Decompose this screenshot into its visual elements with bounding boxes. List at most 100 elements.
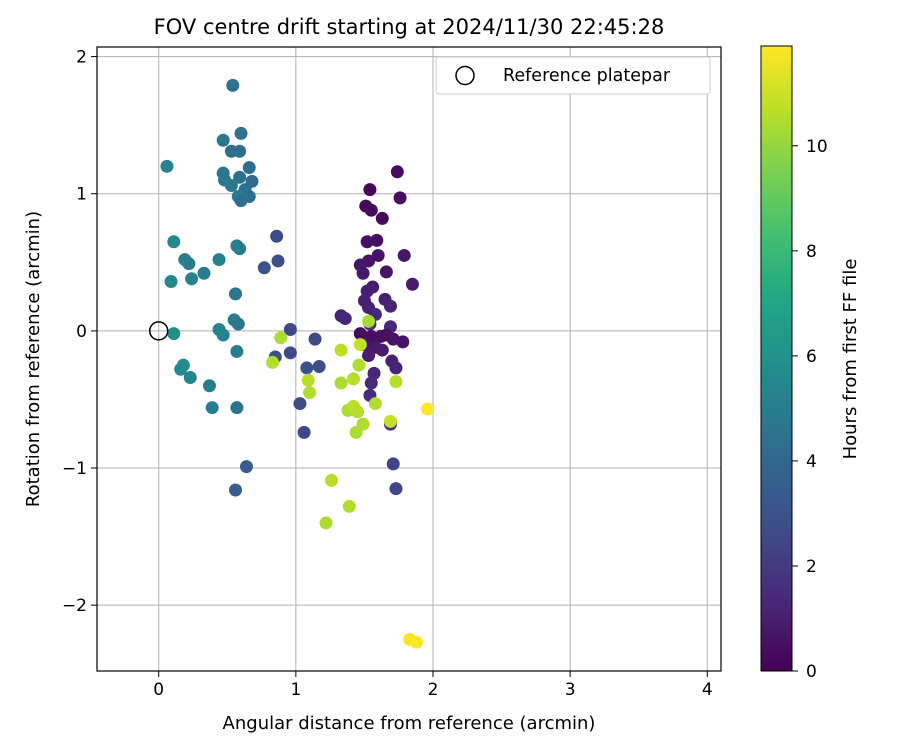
scatter-point bbox=[389, 375, 403, 389]
scatter-point bbox=[375, 211, 389, 225]
scatter-point bbox=[231, 317, 245, 331]
colorbar bbox=[760, 45, 793, 672]
colorbar-label: Hours from first FF file bbox=[840, 259, 861, 460]
scatter-point bbox=[242, 161, 256, 175]
scatter-point bbox=[356, 266, 370, 280]
scatter-point bbox=[233, 170, 247, 184]
scatter-point bbox=[212, 253, 226, 267]
scatter-point bbox=[371, 248, 385, 262]
scatter-point bbox=[353, 327, 367, 341]
scatter-point bbox=[342, 499, 356, 513]
scatter-point bbox=[167, 327, 181, 341]
y-axis-label: Rotation from reference (arcmin) bbox=[23, 211, 44, 507]
scatter-point bbox=[379, 265, 393, 279]
scatter-point bbox=[197, 266, 211, 280]
y-tick-label: 0 bbox=[76, 322, 87, 342]
scatter-point bbox=[389, 361, 403, 375]
scatter-point bbox=[283, 346, 297, 360]
scatter-point bbox=[216, 328, 230, 342]
colorbar-tick-label: 4 bbox=[806, 452, 817, 472]
legend: Reference platepar bbox=[435, 56, 711, 95]
scatter-point bbox=[410, 635, 424, 649]
scatter-point bbox=[386, 457, 400, 471]
scatter-point bbox=[368, 397, 382, 411]
scatter-point bbox=[352, 358, 366, 372]
chart-title: FOV centre drift starting at 2024/11/30 … bbox=[154, 15, 665, 39]
scatter-point bbox=[308, 332, 322, 346]
scatter-point bbox=[216, 133, 230, 147]
scatter-point bbox=[205, 401, 219, 415]
grid-layer bbox=[97, 47, 721, 671]
scatter-point bbox=[164, 275, 178, 289]
scatter-point bbox=[396, 335, 410, 349]
y-tick-label: 1 bbox=[76, 185, 87, 205]
legend-marker-icon bbox=[455, 65, 475, 86]
scatter-point bbox=[421, 402, 435, 416]
x-tick-label: 0 bbox=[153, 680, 164, 700]
scatter-point bbox=[183, 371, 197, 385]
reference-platepar-marker bbox=[148, 321, 169, 341]
scatter-point bbox=[257, 261, 271, 275]
scatter-point bbox=[349, 425, 363, 439]
scatter-point bbox=[390, 165, 404, 179]
y-tick-label: −1 bbox=[62, 459, 87, 479]
scatter-point bbox=[363, 183, 377, 197]
plot-area-frame bbox=[96, 46, 722, 672]
scatter-point bbox=[362, 314, 376, 328]
scatter-point bbox=[360, 235, 374, 249]
scatter-point bbox=[234, 194, 248, 208]
scatter-point bbox=[167, 235, 181, 249]
scatter-point bbox=[234, 126, 248, 140]
scatter-point bbox=[224, 179, 238, 193]
scatter-point bbox=[229, 287, 243, 301]
scatter-point bbox=[270, 229, 284, 243]
scatter-point bbox=[383, 299, 397, 313]
x-tick-label: 4 bbox=[702, 680, 713, 700]
scatter-point bbox=[233, 144, 247, 158]
scatter-point bbox=[353, 338, 367, 352]
scatter-point bbox=[233, 242, 247, 256]
scatter-point bbox=[274, 331, 288, 345]
scatter-point bbox=[334, 343, 348, 357]
scatter-point bbox=[293, 397, 307, 411]
scatter-point bbox=[271, 254, 285, 268]
scatter-point bbox=[393, 191, 407, 205]
colorbar-tick-label: 2 bbox=[806, 557, 817, 577]
scatter-point bbox=[346, 372, 360, 386]
scatter-point bbox=[389, 482, 403, 496]
scatter-point bbox=[364, 376, 378, 390]
scatter-point bbox=[325, 473, 339, 487]
scatter-point bbox=[375, 343, 389, 357]
colorbar-tick-label: 0 bbox=[806, 662, 817, 682]
scatter-point bbox=[202, 379, 216, 393]
scatter-point bbox=[297, 425, 311, 439]
colorbar-ticks: 0 2 4 6 8 10 bbox=[792, 137, 828, 682]
scatter-point bbox=[230, 401, 244, 415]
scatter-point bbox=[185, 272, 199, 286]
scatter-point bbox=[364, 203, 378, 217]
scatter-point bbox=[229, 483, 243, 497]
scatter-point bbox=[351, 405, 365, 419]
x-tick-label: 2 bbox=[428, 680, 439, 700]
x-tick-label: 1 bbox=[290, 680, 301, 700]
scatter-point bbox=[338, 312, 352, 326]
scatter-point bbox=[174, 362, 188, 376]
scatter-point bbox=[239, 460, 253, 474]
scatter-point bbox=[300, 361, 314, 375]
scatter-point bbox=[283, 323, 297, 337]
scatter-point bbox=[266, 355, 280, 369]
x-tick-label: 3 bbox=[565, 680, 576, 700]
y-tick-label: −2 bbox=[62, 596, 87, 616]
scatter-point bbox=[303, 386, 317, 400]
scatter-point bbox=[397, 248, 411, 262]
y-tick-label: 2 bbox=[76, 48, 87, 68]
points-layer bbox=[160, 78, 435, 649]
scatter-point bbox=[383, 414, 397, 428]
scatter-point bbox=[319, 516, 333, 530]
x-axis-label: Angular distance from reference (arcmin) bbox=[223, 713, 596, 734]
ticks-layer: 0 1 2 3 4 −2 −1 0 1 2 bbox=[62, 48, 713, 700]
colorbar-tick-label: 6 bbox=[806, 347, 817, 367]
scatter-point bbox=[230, 344, 244, 358]
